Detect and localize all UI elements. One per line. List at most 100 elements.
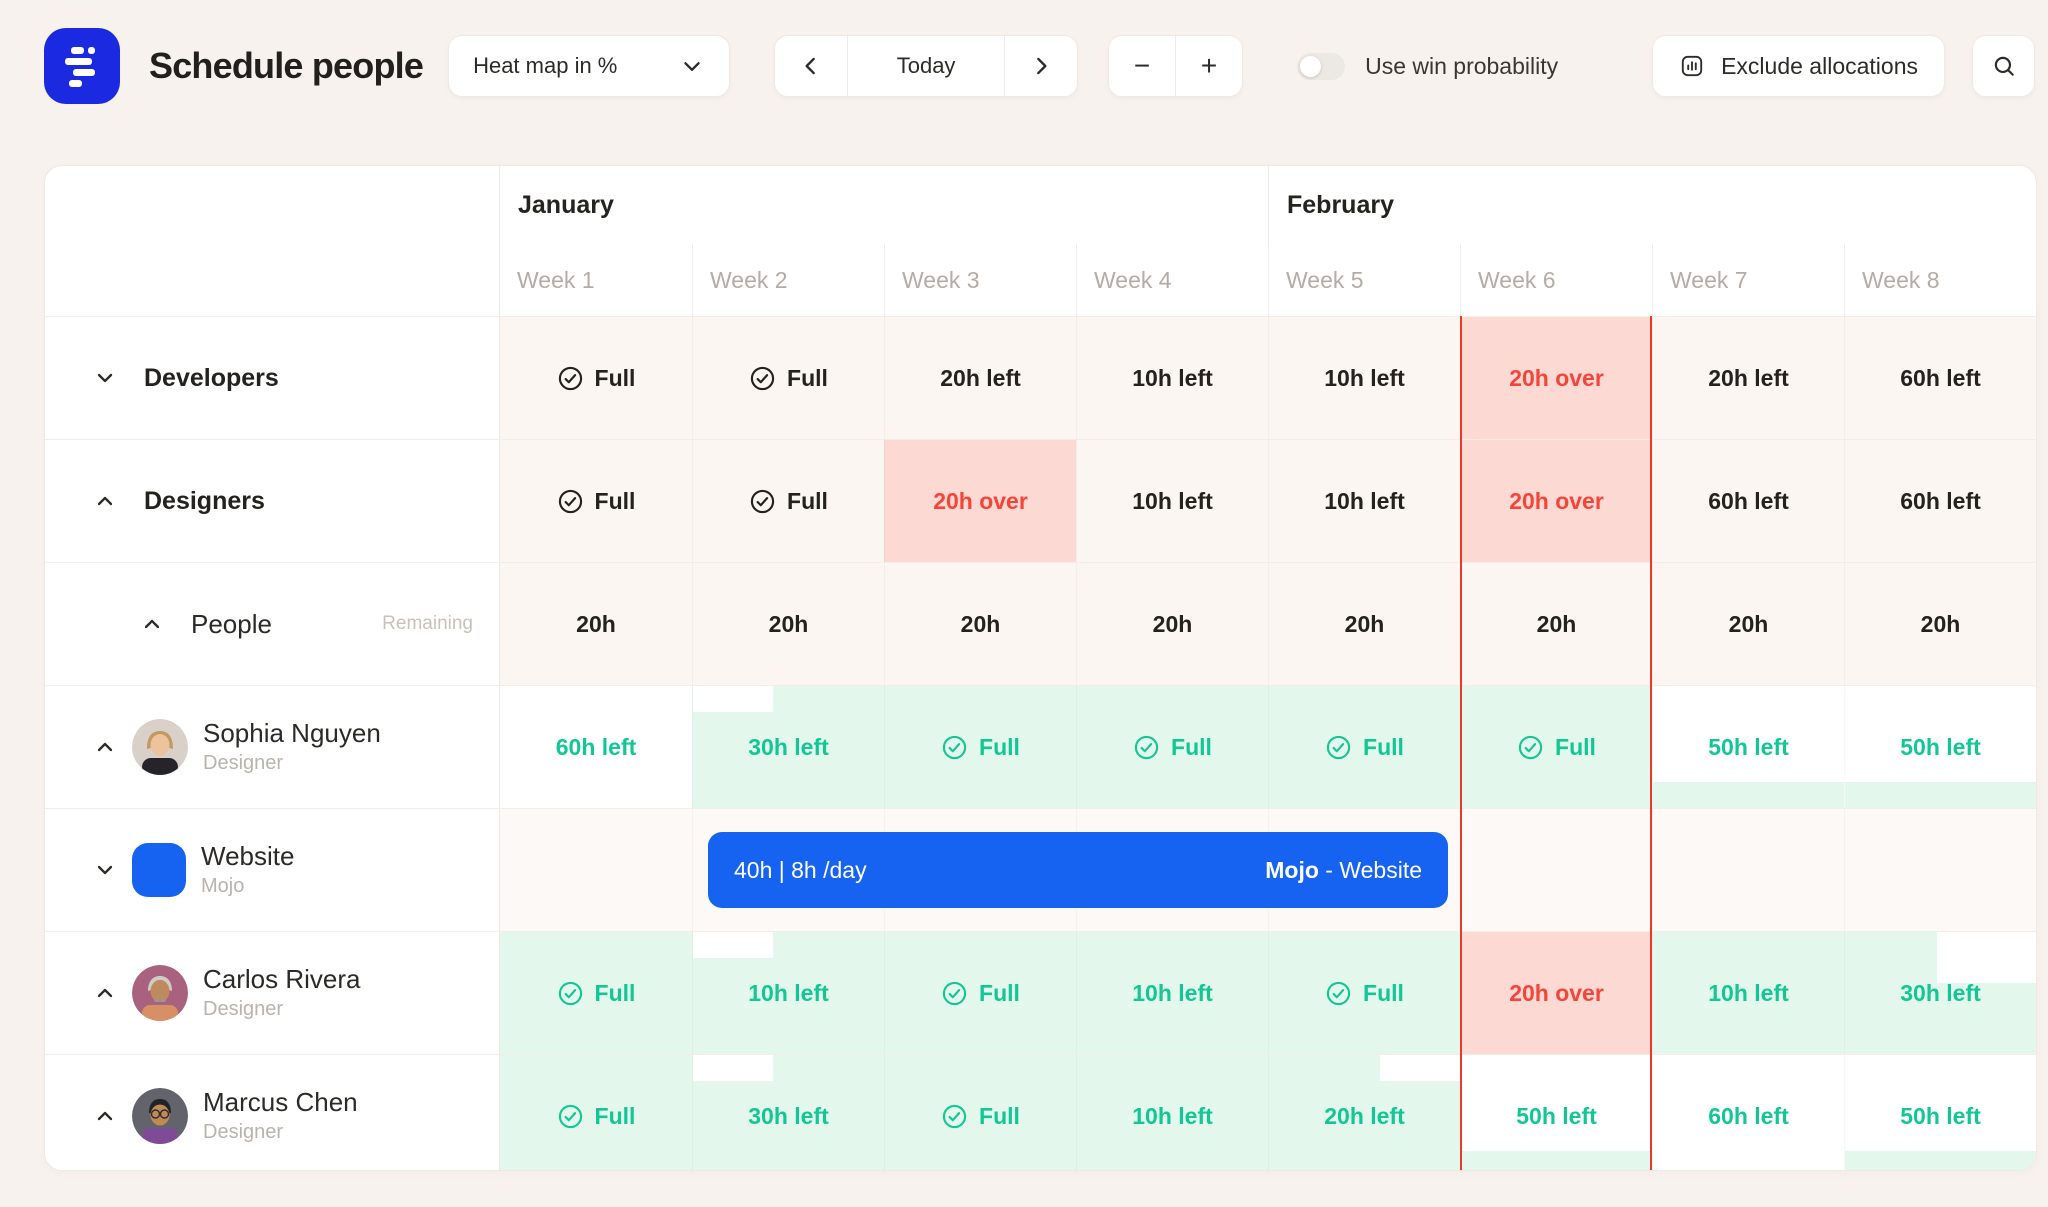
heatmap-cell[interactable]: Full [500,1055,692,1170]
heatmap-cell[interactable]: 20h [500,563,692,685]
heatmap-cell[interactable]: 10h left [1268,440,1460,562]
heatmap-cell[interactable]: 20h left [1268,1055,1460,1170]
zoom-out-button[interactable]: − [1133,50,1151,81]
zoom-in-button[interactable]: + [1175,36,1242,96]
row-header-developers[interactable]: Developers [45,317,500,439]
row-developers: Developers Full Full 20h left 10h left 10h le… [45,317,2036,439]
heatmap-cell[interactable]: 60h left [500,686,692,808]
date-navigation: Today [774,35,1079,97]
check-circle-icon [1518,735,1543,759]
heatmap-cell[interactable]: 20h [1268,563,1460,685]
heatmap-cell[interactable]: Full [500,440,692,562]
row-cells: Full 10h left Full 10h left Full 20h over 10h … [500,932,2036,1054]
view-mode-value: Heat map in % [473,53,618,78]
chevron-right-icon [1037,57,1047,75]
week-header-week-4: Week 4 [1076,244,1268,316]
heatmap-cell[interactable]: 20h [1460,563,1652,685]
heatmap-cell[interactable]: 20h left [884,317,1076,439]
heatmap-cell[interactable]: 30h left [692,1055,884,1170]
expand-collapse-button[interactable] [94,736,116,758]
check-circle-icon [1326,735,1351,759]
heatmap-cell[interactable]: 20h over [884,440,1076,562]
group-label: Designers [144,486,265,515]
today-button[interactable]: Today [847,36,1006,96]
chevron-up-icon [97,988,113,998]
heatmap-cell[interactable]: Full [692,440,884,562]
heatmap-cell[interactable]: Full [1460,686,1652,808]
heatmap-cell[interactable]: 20h [692,563,884,685]
heatmap-cell[interactable]: 20h [1076,563,1268,685]
expand-collapse-button[interactable] [94,982,116,1004]
heatmap-cell[interactable]: 50h left [1844,1055,2036,1170]
heatmap-cell[interactable]: Full [884,1055,1076,1170]
row-header-website[interactable]: Website Mojo [45,809,500,931]
heatmap-cell[interactable]: Full [1076,686,1268,808]
expand-collapse-button[interactable] [94,859,116,881]
heatmap-cell[interactable]: 20h over [1460,440,1652,562]
expand-collapse-button[interactable] [94,490,116,512]
zoom-controls: − + [1108,35,1244,97]
row-header-marcus-chen[interactable]: Marcus Chen Designer [45,1055,500,1170]
row-header-people[interactable]: People Remaining [45,563,500,685]
heatmap-cell[interactable]: 60h left [1652,440,1844,562]
heatmap-cell[interactable]: 20h over [1460,317,1652,439]
heatmap-cell[interactable]: 30h left [692,686,884,808]
row-header-carlos-rivera[interactable]: Carlos Rivera Designer [45,932,500,1054]
allocation-bar[interactable]: 40h | 8h /day Mojo - Website [708,832,1448,908]
toggle-knob [1300,55,1322,77]
toggle-track[interactable] [1297,52,1346,80]
heatmap-cell[interactable]: Full [884,686,1076,808]
heatmap-cell[interactable]: Full [884,932,1076,1054]
heatmap-cell[interactable]: 10h left [1268,317,1460,439]
check-circle-icon [558,1104,582,1128]
heatmap-cell[interactable]: 10h left [1076,932,1268,1054]
heatmap-cell[interactable]: 10h left [1076,317,1268,439]
heatmap-cell[interactable]: 10h left [692,932,884,1054]
heatmap-cell[interactable]: 60h left [1844,317,2036,439]
search-button[interactable] [1972,35,2035,97]
subgroup-label: People [191,608,272,639]
heatmap-cell[interactable] [1844,809,2036,931]
heatmap-cell[interactable] [500,809,692,931]
expand-collapse-button[interactable] [94,367,116,389]
check-circle-icon [750,489,775,513]
heatmap-cell[interactable]: 60h left [1652,1055,1844,1170]
page-title: Schedule people [149,45,424,86]
expand-collapse-button[interactable] [141,613,163,635]
heatmap-cell[interactable]: 20h [1652,563,1844,685]
project-color-swatch [132,843,186,897]
row-designers: Designers Full Full 20h over 10h left 10h lef… [45,439,2036,562]
heatmap-cell[interactable]: 50h left [1460,1055,1652,1170]
view-mode-dropdown[interactable]: Heat map in % [448,35,731,97]
heatmap-cell[interactable]: Full [692,317,884,439]
row-header-designers[interactable]: Designers [45,440,500,562]
heatmap-cell[interactable]: Full [1268,686,1460,808]
check-circle-icon [558,489,582,513]
heatmap-cell[interactable]: 20h [884,563,1076,685]
heatmap-cell[interactable]: 20h over [1460,932,1652,1054]
week-header-week-8: Week 8 [1844,244,2036,316]
heatmap-cell[interactable]: Full [1268,932,1460,1054]
heatmap-cell[interactable]: 20h left [1652,317,1844,439]
heatmap-cell[interactable]: 10h left [1076,440,1268,562]
expand-collapse-button[interactable] [94,1105,116,1127]
heatmap-cell[interactable]: 30h left [1844,932,2036,1054]
heatmap-cell[interactable]: Full [500,932,692,1054]
heatmap-cell[interactable] [1652,809,1844,931]
heatmap-cell[interactable]: 10h left [1652,932,1844,1054]
heatmap-cell[interactable]: 50h left [1652,686,1844,808]
heatmap-cell[interactable]: Full [500,317,692,439]
chevron-left-icon [805,57,815,75]
heatmap-cell[interactable] [1460,809,1652,931]
heatmap-cell[interactable]: 50h left [1844,686,2036,808]
toolbar: Schedule people Heat map in % Today − + … [0,0,2048,118]
exclude-allocations-button[interactable]: Exclude allocations [1652,35,1945,97]
month-header-spacer [45,166,500,244]
previous-period-button[interactable] [775,36,847,96]
win-probability-toggle[interactable]: Use win probability [1297,52,1558,80]
row-header-sophia-nguyen[interactable]: Sophia Nguyen Designer [45,686,500,808]
heatmap-cell[interactable]: 60h left [1844,440,2036,562]
next-period-button[interactable] [1005,36,1077,96]
heatmap-cell[interactable]: 20h [1844,563,2036,685]
heatmap-cell[interactable]: 10h left [1076,1055,1268,1170]
